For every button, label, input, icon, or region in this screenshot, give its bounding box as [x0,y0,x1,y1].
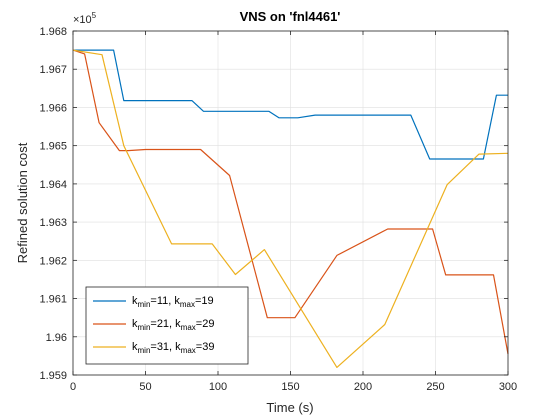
x-tick-label: 50 [139,381,151,393]
y-tick-label: 1.961 [39,294,67,306]
axis-ticks [72,30,509,376]
y-axis-label: Refined solution cost [15,142,30,263]
legend-entry-1: kmin=11, kmax=19 [132,295,214,309]
x-tick-label: 0 [70,381,76,393]
y-tick-label: 1.965 [39,141,67,153]
legend-entry-2: kmin=21, kmax=29 [132,318,214,332]
x-tick-label: 150 [281,381,299,393]
series-line-3 [72,49,509,368]
y-tick-label: 1.964 [39,179,67,191]
y-tick-labels: 1.959 1.96 1.961 1.962 1.963 1.964 1.965 1.966 1… [39,26,67,382]
legend-box [85,286,249,365]
y-tick-label: 1.968 [39,26,67,38]
y-tick-label: 1.959 [39,370,67,382]
y-tick-label: 1.966 [39,102,67,114]
x-tick-label: 200 [354,381,372,393]
y-tick-label: 1.962 [39,255,67,267]
series-lines [72,49,509,368]
x-tick-label: 300 [499,381,517,393]
x-axis-label: Time (s) [266,400,313,415]
legend-entry-3: kmin=31, kmax=39 [132,341,214,355]
x-tick-labels: 0 50 100 150 200 250 300 [70,381,517,393]
x-tick-label: 250 [426,381,444,393]
y-tick-label: 1.967 [39,64,67,76]
series-line-2 [72,49,509,355]
y-tick-label: 1.963 [39,217,67,229]
legend: kmin=11, kmax=19 kmin=21, kmax=29 kmin=31,… [85,286,249,365]
chart-title: VNS on 'fnl4461' [240,9,341,24]
y-tick-label: 1.96 [46,332,67,344]
y-exponent-label: ×105 [73,11,97,26]
x-tick-label: 100 [209,381,227,393]
